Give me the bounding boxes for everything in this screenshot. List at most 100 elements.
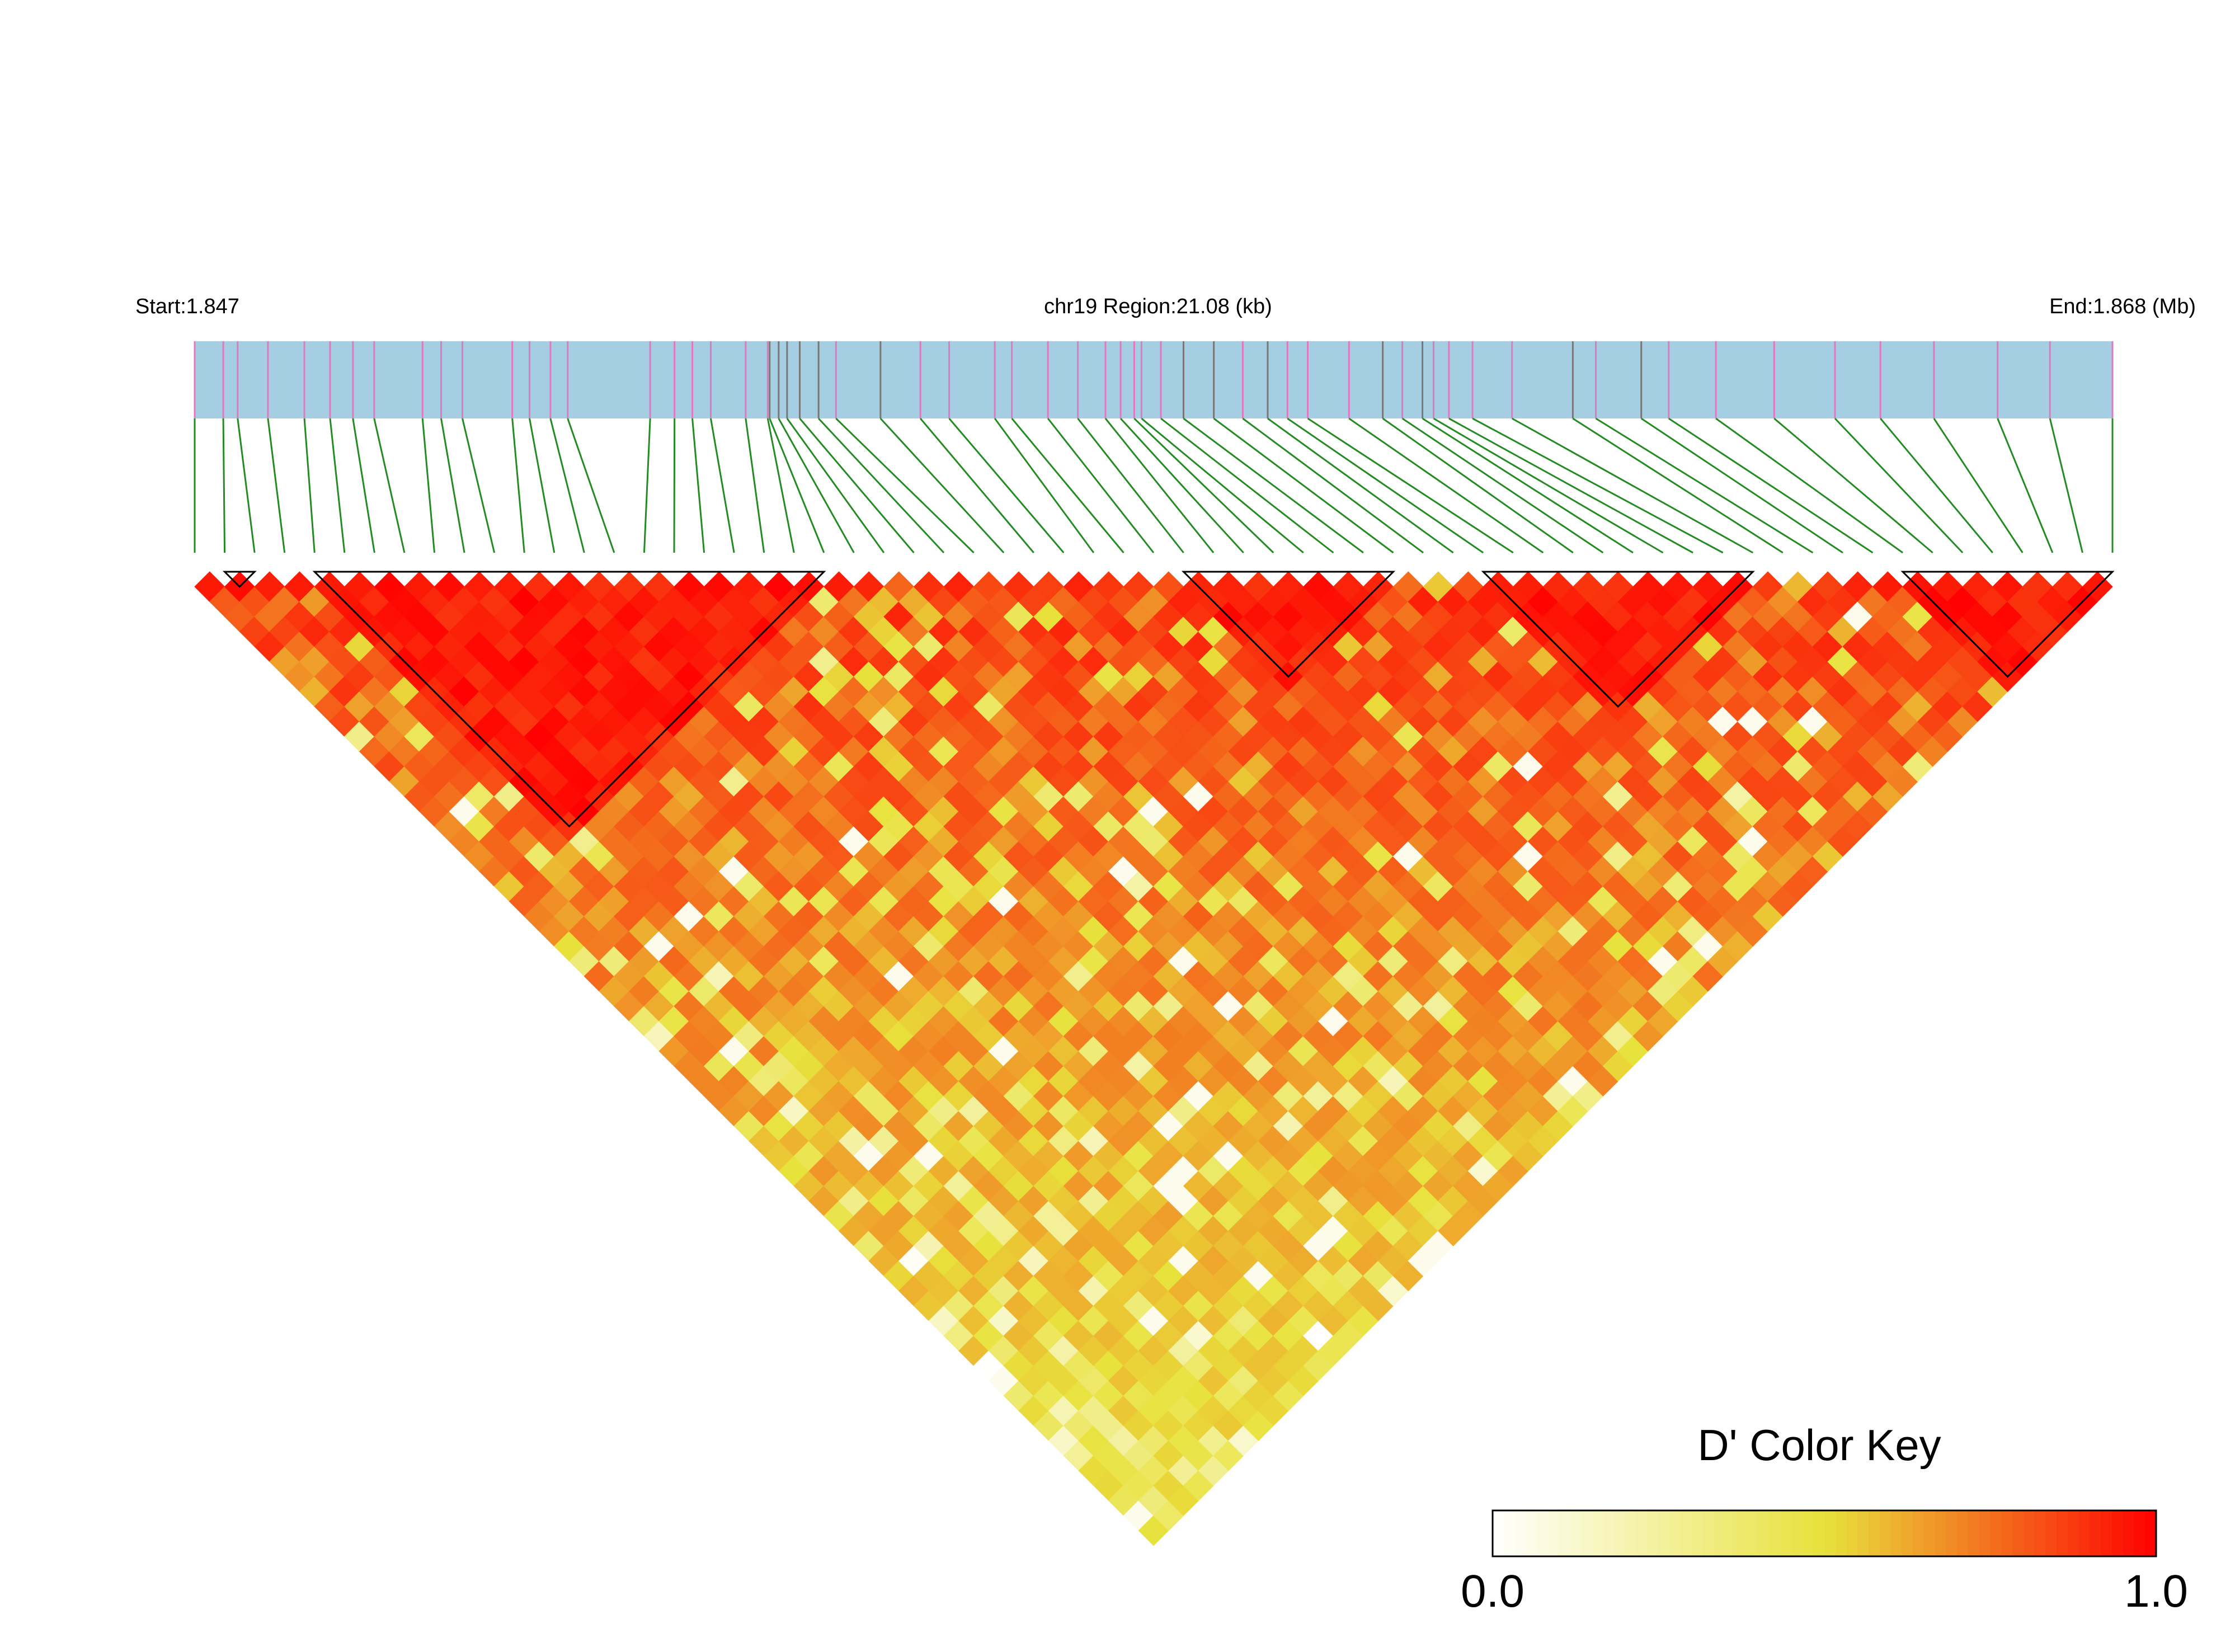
color-key-step	[1503, 1510, 1516, 1556]
snp-position-track	[194, 341, 2114, 418]
color-key-step	[1647, 1510, 1659, 1556]
color-key-step	[2145, 1510, 2157, 1556]
snp-connector	[222, 418, 226, 553]
snp-connector	[1572, 417, 1784, 554]
snp-connector	[1047, 418, 1155, 553]
color-key-step	[1791, 1510, 1803, 1556]
track-background	[195, 341, 2112, 418]
color-key-step	[1758, 1510, 1770, 1556]
snp-connector	[1472, 417, 1724, 554]
color-key-step	[2111, 1510, 2124, 1556]
snp-connector	[948, 418, 1065, 553]
snp-connector	[1715, 417, 1903, 554]
snp-connector	[352, 418, 375, 553]
color-key-step	[2057, 1510, 2068, 1556]
snp-connector	[567, 418, 615, 553]
color-key-step	[1835, 1510, 1847, 1556]
snp-connector	[1133, 417, 1274, 554]
snp-connector	[1307, 417, 1514, 554]
color-key-step	[1714, 1510, 1726, 1556]
snp-connector	[799, 418, 915, 553]
snp-connector	[1348, 417, 1544, 554]
color-key-step	[2067, 1510, 2079, 1556]
haplotype-block	[312, 571, 826, 828]
start-label: Start:1.847	[135, 295, 239, 318]
color-key-step	[1802, 1510, 1814, 1556]
snp-connector-lines	[194, 417, 2114, 554]
haplotype-block	[1900, 571, 2115, 678]
snp-connector	[1119, 417, 1244, 554]
snp-connector	[2049, 418, 2083, 553]
color-key-step	[1669, 1510, 1682, 1556]
color-key-step	[1625, 1510, 1637, 1556]
color-key-step	[1559, 1510, 1571, 1556]
snp-connector	[1267, 417, 1454, 554]
snp-connector	[1997, 418, 2054, 553]
color-key-step	[1879, 1510, 1891, 1556]
snp-connector	[511, 418, 525, 553]
color-key: D' Color Key 0.0 1.0	[1461, 1420, 2188, 1617]
color-key-step	[2078, 1510, 2091, 1556]
color-key-step	[1735, 1510, 1748, 1556]
snp-connector	[529, 418, 556, 553]
haplotype-block-outlines	[222, 571, 2115, 828]
snp-connector	[329, 418, 346, 553]
color-key-step	[2123, 1510, 2135, 1556]
snp-connector	[691, 418, 705, 553]
color-key-step	[1957, 1510, 1969, 1556]
snp-connector	[1511, 417, 1753, 554]
snp-connector	[1213, 417, 1394, 554]
snp-connector	[1834, 417, 1964, 554]
snp-connector	[1242, 417, 1424, 554]
snp-connector	[1640, 417, 1843, 554]
color-key-step	[1493, 1510, 1504, 1556]
snp-connector	[786, 418, 885, 553]
color-key-step	[1923, 1510, 1936, 1556]
color-key-step	[1702, 1510, 1715, 1556]
color-key-step	[1846, 1510, 1858, 1556]
snp-connector	[1595, 417, 1814, 554]
snp-connector	[766, 418, 795, 553]
snp-connector	[835, 417, 975, 554]
snp-connector	[1104, 418, 1215, 553]
snp-connector	[267, 418, 286, 553]
snp-connector	[643, 418, 651, 553]
snp-connector	[1011, 418, 1124, 553]
color-key-step	[1658, 1510, 1671, 1556]
color-key-step	[1747, 1510, 1759, 1556]
snp-connector	[440, 418, 465, 553]
snp-connector	[549, 418, 585, 553]
color-key-step	[1968, 1510, 1980, 1556]
color-key-step	[1990, 1510, 2002, 1556]
color-key-step	[1581, 1510, 1593, 1556]
color-key-title: D' Color Key	[1697, 1420, 1941, 1470]
color-key-step	[1547, 1510, 1560, 1556]
snp-connector	[1668, 417, 1874, 554]
region-label: chr19 Region:21.08 (kb)	[1044, 295, 1272, 318]
color-key-step	[1857, 1510, 1870, 1556]
haplotype-block	[222, 571, 257, 588]
snp-connector	[303, 418, 316, 553]
color-key-min-label: 0.0	[1461, 1566, 1524, 1617]
snp-connector	[673, 418, 676, 553]
snp-connector	[1287, 417, 1484, 554]
snp-connector	[1382, 417, 1574, 554]
color-key-step	[2045, 1510, 2058, 1556]
snp-connector	[421, 418, 435, 553]
color-key-step	[1537, 1510, 1549, 1556]
color-key-step	[1769, 1510, 1781, 1556]
color-key-step	[1902, 1510, 1914, 1556]
color-key-step	[2001, 1510, 2013, 1556]
color-key-step	[1824, 1510, 1836, 1556]
color-key-step	[1890, 1510, 1903, 1556]
color-key-step	[2023, 1510, 2035, 1556]
snp-connector	[1880, 418, 1993, 553]
snp-connector	[994, 418, 1095, 553]
color-key-step	[2034, 1510, 2046, 1556]
color-key-border	[1491, 1509, 2157, 1557]
color-key-step	[2012, 1510, 2024, 1556]
color-key-step	[1603, 1510, 1615, 1556]
color-key-step	[1526, 1510, 1538, 1556]
snp-connector	[1183, 417, 1364, 554]
color-key-step	[2101, 1510, 2112, 1556]
